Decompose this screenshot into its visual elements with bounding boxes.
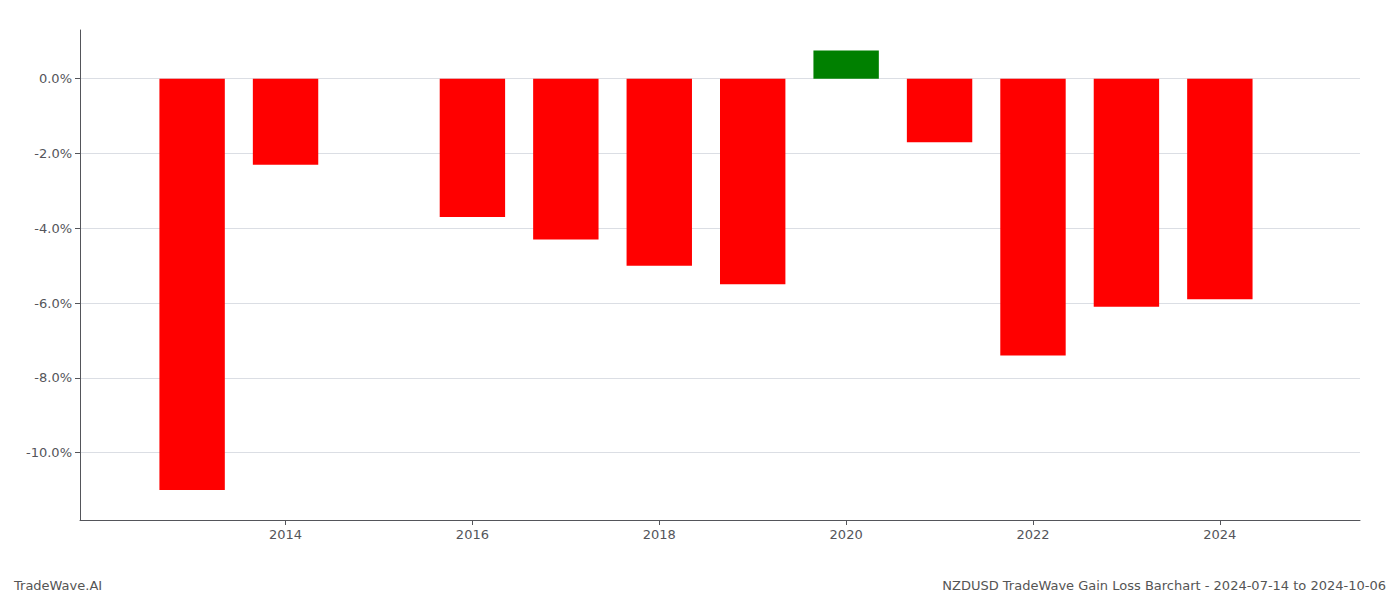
svg-text:-10.0%: -10.0% [26,445,72,460]
svg-text:TradeWave.AI: TradeWave.AI [13,578,102,593]
svg-text:NZDUSD TradeWave Gain Loss Bar: NZDUSD TradeWave Gain Loss Barchart - 20… [942,578,1386,593]
svg-text:2014: 2014 [269,527,302,542]
svg-text:-4.0%: -4.0% [34,221,72,236]
svg-text:2016: 2016 [456,527,489,542]
svg-text:-6.0%: -6.0% [34,296,72,311]
svg-text:2024: 2024 [1203,527,1236,542]
svg-text:2022: 2022 [1016,527,1049,542]
svg-text:2020: 2020 [830,527,863,542]
svg-text:0.0%: 0.0% [39,71,72,86]
svg-text:-2.0%: -2.0% [34,146,72,161]
svg-text:2018: 2018 [643,527,676,542]
svg-text:-8.0%: -8.0% [34,370,72,385]
